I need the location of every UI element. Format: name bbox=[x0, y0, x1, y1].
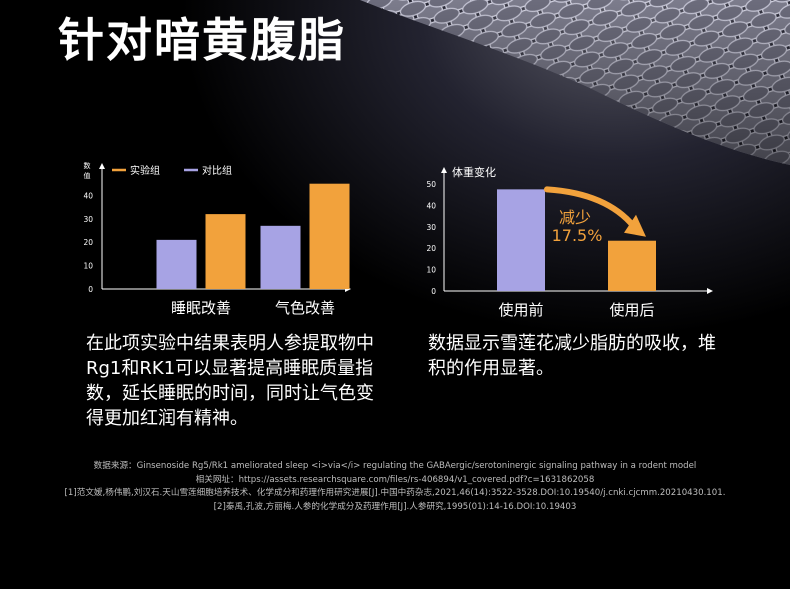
y-tick-label: 50 bbox=[426, 180, 436, 189]
chart-title: 体重变化 bbox=[452, 165, 496, 179]
reference-url: 相关网址：https://assets.researchsquare.com/f… bbox=[195, 474, 595, 485]
y-tick-label: 40 bbox=[426, 201, 436, 210]
y-tick-label: 0 bbox=[88, 285, 93, 294]
y-tick-label: 20 bbox=[426, 244, 436, 253]
annotation-label: 减少 bbox=[559, 208, 591, 227]
y-tick-label: 30 bbox=[83, 215, 93, 224]
bar bbox=[156, 239, 197, 289]
bar bbox=[497, 189, 545, 291]
y-tick-label: 10 bbox=[83, 262, 93, 271]
legend-label: 对比组 bbox=[202, 164, 232, 177]
y-tick-label: 20 bbox=[83, 238, 93, 247]
left-description: 在此项实验中结果表明人参提取物中Rg1和RK1可以显著提高睡眠质量指数，延长睡眠… bbox=[86, 333, 374, 429]
y-tick-label: 10 bbox=[426, 266, 436, 275]
bar bbox=[260, 225, 301, 289]
legend-label: 实验组 bbox=[130, 164, 160, 177]
y-axis-arrow bbox=[441, 167, 447, 173]
y-axis-arrow bbox=[99, 163, 105, 169]
x-tick-label: 使用后 bbox=[609, 301, 654, 319]
right-description: 数据显示雪莲花减少脂肪的吸收，堆积的作用显著。 bbox=[428, 333, 716, 379]
x-tick-label: 使用前 bbox=[498, 301, 543, 319]
bar bbox=[309, 183, 350, 289]
y-tick-label: 40 bbox=[83, 191, 93, 200]
page-title: 针对暗黄腹脂 bbox=[58, 13, 346, 67]
reference-1: [1]范文嫒,杨伟鹏,刘汉石.天山雪莲细胞培养技术、化学成分和药理作用研究进展[… bbox=[64, 488, 726, 498]
x-axis-arrow bbox=[707, 288, 713, 294]
decrease-arrow bbox=[544, 186, 637, 230]
x-tick-label: 气色改善 bbox=[275, 299, 335, 317]
y-axis-label: 数值 bbox=[84, 161, 91, 180]
y-tick-label: 0 bbox=[431, 287, 436, 296]
bar bbox=[608, 240, 656, 291]
decrease-arrow-head bbox=[624, 214, 646, 237]
bar bbox=[205, 214, 246, 289]
reference-source: 数据来源：Ginsenoside Rg5/Rk1 ameliorated sle… bbox=[93, 461, 697, 471]
annotation-value: 17.5% bbox=[552, 226, 603, 245]
y-tick-label: 30 bbox=[426, 223, 436, 232]
references: 数据来源：Ginsenoside Rg5/Rk1 ameliorated sle… bbox=[0, 460, 790, 514]
reference-2: [2]秦禹,孔波,方丽梅.人参的化学成分及药理作用[J].人参研究,1995(0… bbox=[213, 501, 577, 512]
x-tick-label: 睡眠改善 bbox=[171, 299, 231, 317]
